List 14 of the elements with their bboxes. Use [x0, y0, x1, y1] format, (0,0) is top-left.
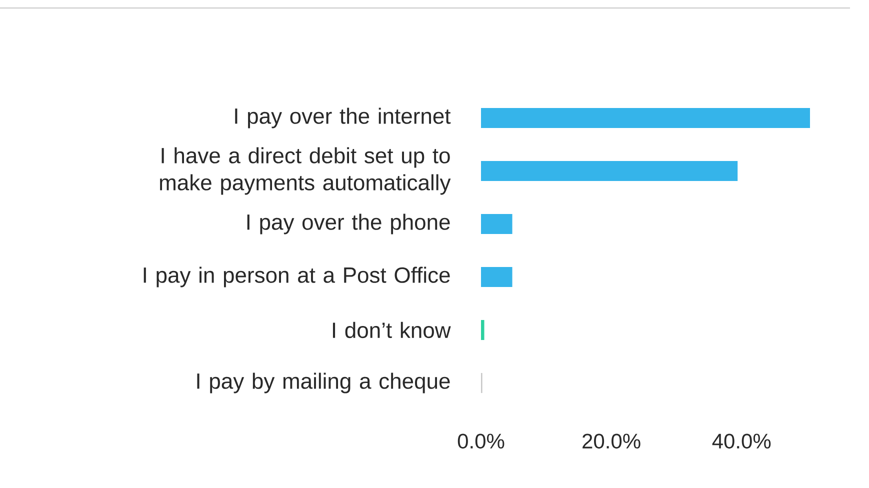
y-tick-label: I don’t know — [332, 322, 451, 338]
y-tick-label: I pay in person at a Post Office — [144, 266, 450, 288]
x-tick-label: 40.0% — [712, 434, 771, 449]
bar — [481, 267, 512, 288]
bar — [481, 320, 484, 340]
x-tick-label: 0.0% — [458, 434, 504, 449]
bar — [481, 214, 512, 234]
bar — [481, 161, 738, 182]
y-tick-label: I have a direct debit set up to make payments automatically — [160, 147, 451, 195]
bar — [481, 108, 810, 128]
y-tick-label: I pay over the phone — [247, 214, 450, 234]
y-tick-label: I pay over the internet — [235, 108, 451, 128]
y-tick-label: I pay by mailing a cheque — [197, 372, 450, 394]
x-tick-label: 20.0% — [582, 434, 640, 449]
